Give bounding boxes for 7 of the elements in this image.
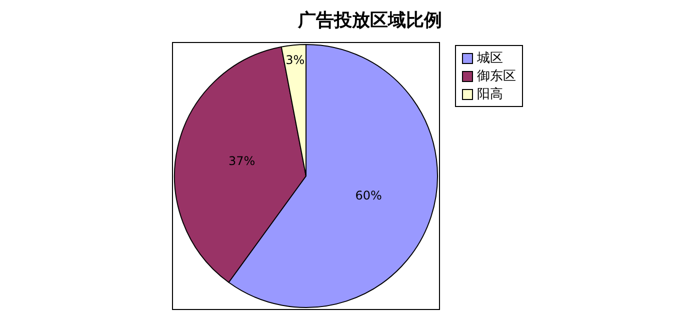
data-label: 3% [286,52,305,67]
legend-label: 阳高 [477,86,503,103]
legend-label: 御东区 [477,68,516,85]
data-label: 37% [228,154,256,168]
data-label: 60% [355,188,382,202]
legend-label: 城区 [477,50,503,67]
chart-title: 广告投放区域比例 [296,9,443,32]
